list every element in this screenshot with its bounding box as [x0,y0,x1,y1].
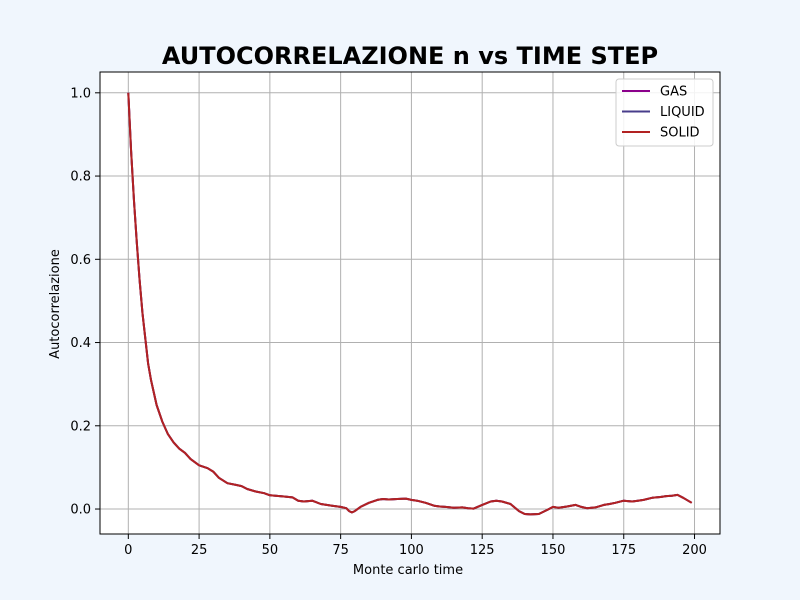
series-line-solid [127,92,693,516]
plot-area [100,72,720,534]
x-tick-label: 150 [541,543,566,558]
y-tick-label: 0.6 [70,253,91,268]
x-tick-label: 175 [611,543,636,558]
x-tick-label: 200 [682,543,707,558]
x-tick-label: 0 [124,543,132,558]
legend-label-liquid: LIQUID [660,105,705,120]
legend: GAS LIQUID SOLID [615,78,714,147]
x-axis-ticks: 0 25 50 75 100 125 150 175 200 [124,534,707,558]
x-tick-label: 50 [262,543,279,558]
grid [100,72,720,534]
series-group [127,92,693,516]
legend-box [615,78,714,147]
legend-label-gas: GAS [660,85,687,100]
x-tick-label: 100 [399,543,424,558]
y-axis-ticks: 0.0 0.2 0.4 0.6 0.8 1.0 [70,86,100,518]
plot-frame [99,71,721,535]
x-tick-label: 75 [332,543,349,558]
chart-title: AUTOCORRELAZIONE n vs TIME STEP [162,42,658,70]
x-tick-label: 125 [470,543,495,558]
y-tick-label: 0.2 [70,419,91,434]
x-axis-label: Monte carlo time [353,563,463,578]
y-tick-label: 0.0 [70,503,91,518]
y-tick-label: 1.0 [70,86,91,101]
y-tick-label: 0.8 [70,170,91,185]
y-axis-label: Autocorrelazione [48,249,63,359]
x-tick-label: 25 [191,543,208,558]
y-tick-label: 0.4 [70,336,91,351]
legend-label-solid: SOLID [660,126,700,141]
